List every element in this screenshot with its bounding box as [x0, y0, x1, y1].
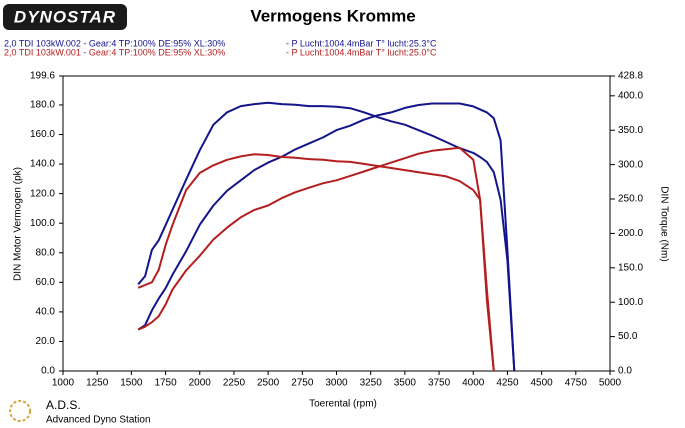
x-tick-label: 2500 — [257, 378, 280, 389]
x-tick-label: 2750 — [291, 378, 314, 389]
power-line — [137, 102, 516, 372]
legend-conditions: - P Lucht:1004.4mBar T° lucht:25.3°C — [286, 38, 437, 48]
y-tick-label: 20.0 — [36, 336, 56, 347]
x-tick-label: 5000 — [599, 378, 622, 389]
x-tick-label: 2000 — [189, 378, 212, 389]
x-tick-label: 4250 — [496, 378, 519, 389]
y2-tick-label: 400.0 — [618, 90, 643, 101]
x-tick-label: 3250 — [360, 378, 383, 389]
x-tick-label: 4750 — [565, 378, 588, 389]
x-tick-label: 4000 — [462, 378, 485, 389]
y-tick-label: 100.0 — [30, 218, 55, 229]
chart-title: Vermogens Kromme — [250, 6, 415, 25]
y2-tick-label: 200.0 — [618, 228, 643, 239]
x-tick-label: 2250 — [223, 378, 246, 389]
footer-title: A.D.S. — [46, 398, 81, 412]
y-tick-label: 199.6 — [30, 71, 55, 82]
y-tick-label: 40.0 — [36, 307, 56, 318]
y-axis-label: DIN Motor Vermogen (pk) — [13, 167, 24, 281]
y-tick-label: 60.0 — [36, 277, 56, 288]
x-tick-label: 4500 — [531, 378, 554, 389]
logo-box — [3, 4, 127, 30]
y2-tick-label: 50.0 — [618, 331, 638, 342]
y-tick-label: 80.0 — [36, 247, 56, 258]
y2-tick-label: 100.0 — [618, 297, 643, 308]
logo: DYNOSTAR — [14, 7, 116, 26]
torque-line — [137, 101, 516, 372]
x-tick-label: 1750 — [154, 378, 177, 389]
y-tick-label: 180.0 — [30, 100, 55, 111]
y-tick-label: 120.0 — [30, 188, 55, 199]
y2-axis-label: DIN Torque (Nm) — [658, 186, 669, 261]
y2-tick-label: 150.0 — [618, 262, 643, 273]
x-tick-label: 1000 — [52, 378, 75, 389]
legend-label: 2,0 TDI 103kW.001 - Gear:4 TP:100% DE:95… — [4, 47, 225, 57]
x-tick-label: 3500 — [394, 378, 417, 389]
footer-icon — [9, 400, 31, 422]
y2-tick-label: 250.0 — [618, 194, 643, 205]
legend-label: 2,0 TDI 103kW.002 - Gear:4 TP:100% DE:95… — [4, 38, 225, 48]
x-tick-label: 3000 — [325, 378, 348, 389]
y2-tick-label: 300.0 — [618, 159, 643, 170]
x-tick-label: 1250 — [86, 378, 109, 389]
y2-tick-label: 0.0 — [618, 366, 632, 377]
y-tick-label: 160.0 — [30, 129, 55, 140]
y2-tick-label: 350.0 — [618, 125, 643, 136]
x-tick-label: 3750 — [428, 378, 451, 389]
power-line — [137, 146, 495, 372]
footer-subtitle: Advanced Dyno Station — [46, 415, 151, 426]
legend-conditions: - P Lucht:1004.4mBar T° lucht:25.0°C — [286, 47, 437, 57]
y-tick-label: 0.0 — [41, 366, 55, 377]
y2-tick-label: 428.8 — [618, 71, 643, 82]
x-tick-label: 1500 — [120, 378, 143, 389]
x-axis-label: Toerental (rpm) — [309, 399, 377, 410]
torque-line — [137, 153, 495, 372]
y-tick-label: 140.0 — [30, 159, 55, 170]
